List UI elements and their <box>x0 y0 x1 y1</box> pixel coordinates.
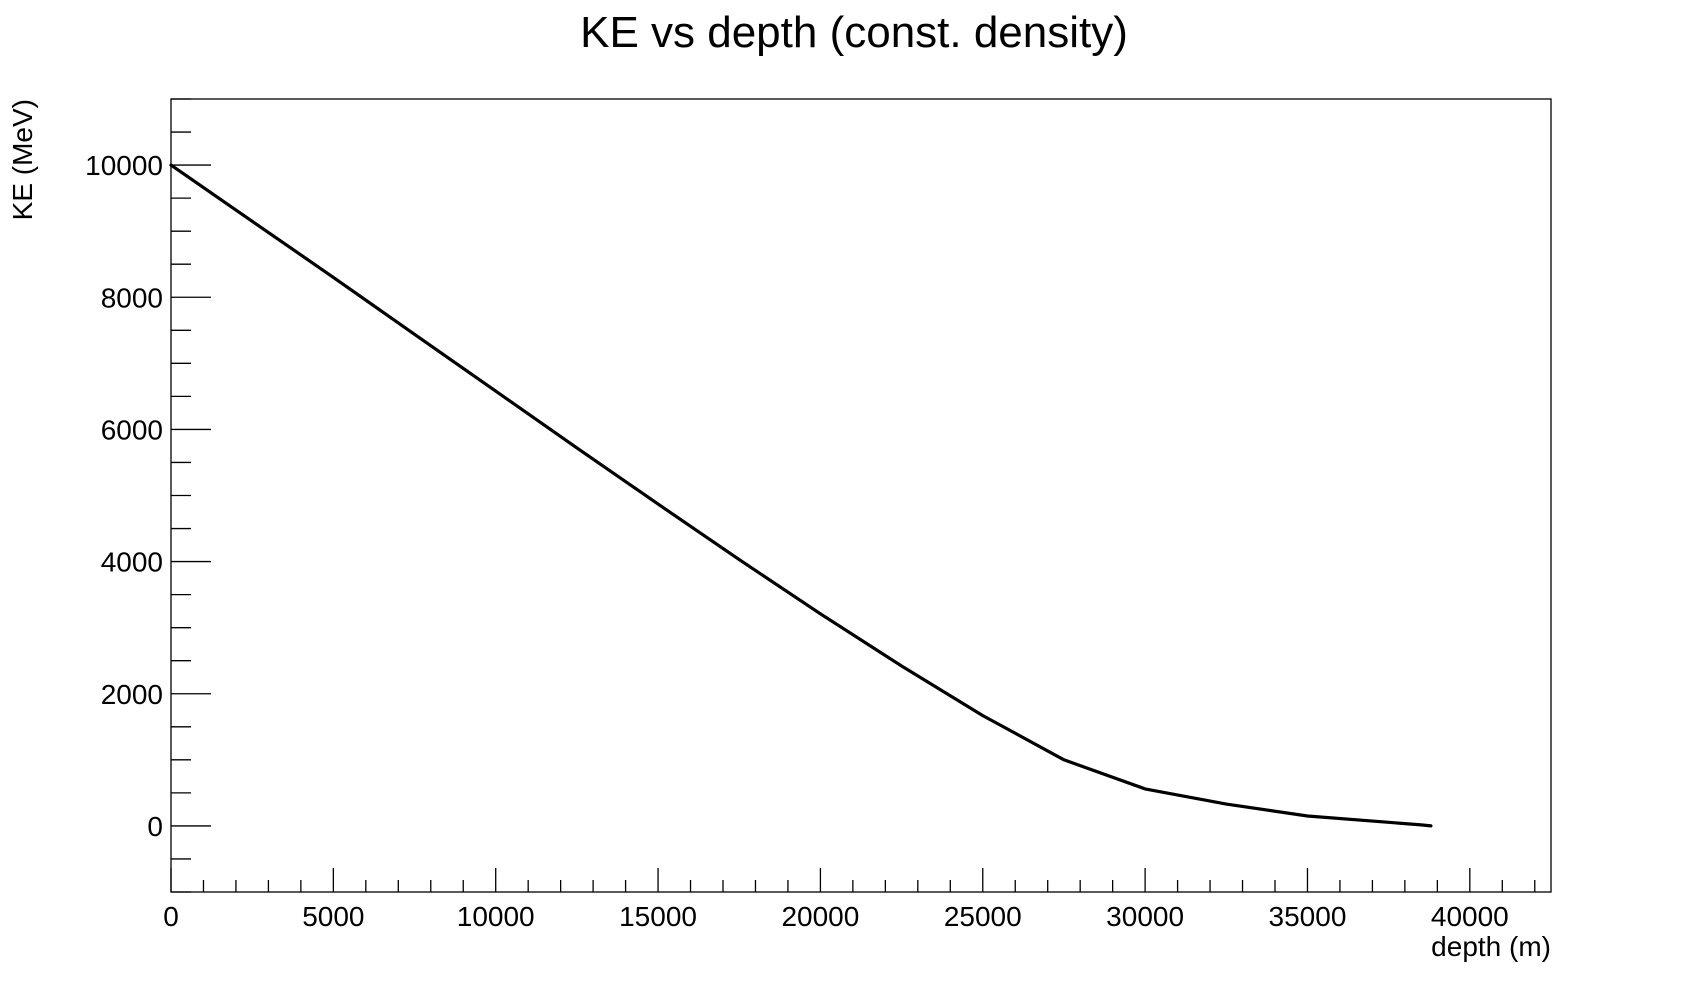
y-tick-label: 0 <box>147 811 163 842</box>
series-line <box>169 163 1433 828</box>
chart-title: KE vs depth (const. density) <box>580 8 1128 57</box>
y-axis-tick-labels: 0 2000 4000 6000 8000 10000 <box>85 150 163 842</box>
x-tick-label: 0 <box>163 901 179 932</box>
x-tick-label: 20000 <box>781 901 859 932</box>
x-tick-label: 35000 <box>1269 901 1347 932</box>
y-axis-ticks <box>171 98 211 893</box>
x-tick-label: 40000 <box>1431 901 1509 932</box>
y-axis-title: KE (MeV) <box>7 99 38 220</box>
plot-frame <box>170 98 1552 893</box>
series-group <box>169 163 1433 828</box>
y-tick-label: 2000 <box>101 679 163 710</box>
x-axis-tick-labels: 0 5000 10000 15000 20000 25000 30000 35000 40000 <box>163 901 1509 932</box>
x-axis-ticks <box>170 868 1536 892</box>
y-tick-label: 10000 <box>85 150 163 181</box>
y-tick-label: 8000 <box>101 282 163 313</box>
x-tick-label: 5000 <box>302 901 364 932</box>
x-axis-title: depth (m) <box>1431 931 1551 962</box>
x-tick-label: 15000 <box>619 901 697 932</box>
y-tick-label: 4000 <box>101 547 163 578</box>
x-tick-label: 25000 <box>944 901 1022 932</box>
x-tick-label: 30000 <box>1106 901 1184 932</box>
y-tick-label: 6000 <box>101 414 163 445</box>
x-tick-label: 10000 <box>457 901 535 932</box>
